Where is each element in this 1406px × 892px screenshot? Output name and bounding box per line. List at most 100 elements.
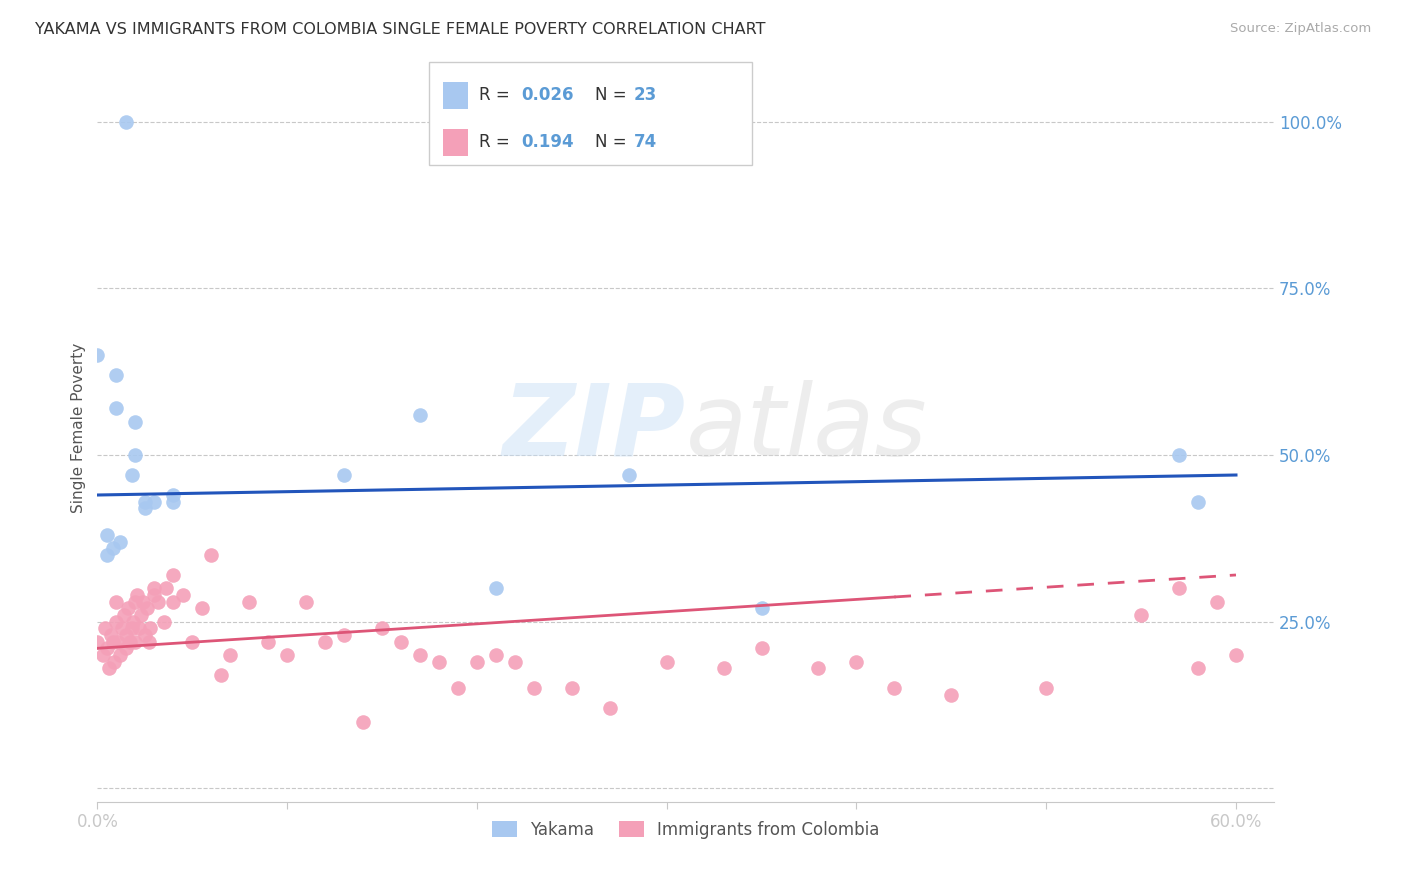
Point (1168, 582, 1191, 596)
Text: Source: ZipAtlas.com: Source: ZipAtlas.com (1230, 22, 1371, 36)
Text: 0.026: 0.026 (522, 87, 574, 104)
Point (181, 634, 204, 648)
Point (127, 588, 149, 602)
Point (257, 634, 280, 648)
Point (86, 634, 108, 648)
Point (112, 607, 135, 622)
Point (94, 621, 117, 635)
Point (1168, 448, 1191, 462)
Point (122, 615, 145, 629)
Text: ZIP: ZIP (502, 380, 686, 477)
Legend: Yakama, Immigrants from Colombia: Yakama, Immigrants from Colombia (485, 814, 886, 846)
Text: 23: 23 (634, 87, 658, 104)
Text: N =: N = (595, 87, 631, 104)
Point (599, 701, 621, 715)
Point (276, 648, 298, 662)
Point (807, 661, 830, 675)
Point (101, 541, 124, 556)
Point (124, 448, 146, 462)
Point (409, 648, 432, 662)
Text: 74: 74 (634, 134, 658, 152)
Point (134, 494, 156, 508)
Point (447, 681, 470, 696)
Point (143, 582, 166, 596)
Point (409, 408, 432, 422)
Point (105, 401, 128, 416)
Text: atlas: atlas (686, 380, 928, 477)
Point (314, 634, 336, 648)
Point (172, 588, 194, 602)
Text: N =: N = (595, 134, 631, 152)
Point (238, 594, 260, 608)
Point (143, 494, 166, 508)
Point (845, 655, 868, 669)
Point (465, 655, 488, 669)
Point (135, 601, 157, 615)
Point (105, 368, 128, 382)
Point (134, 501, 156, 516)
Point (138, 634, 160, 648)
Point (143, 588, 166, 602)
Point (105, 615, 128, 629)
Point (941, 688, 963, 702)
Point (114, 628, 136, 642)
Y-axis label: Single Female Poverty: Single Female Poverty (72, 343, 86, 514)
Point (1225, 648, 1247, 662)
Point (1206, 594, 1229, 608)
Point (617, 468, 640, 483)
Point (114, 641, 136, 656)
Point (124, 594, 146, 608)
Point (713, 661, 735, 675)
Point (105, 594, 128, 608)
Point (121, 468, 143, 483)
Point (100, 628, 122, 642)
Point (485, 648, 508, 662)
Point (96, 548, 118, 562)
Point (352, 714, 374, 729)
Text: R =: R = (479, 87, 516, 104)
Point (96, 641, 118, 656)
Point (162, 568, 184, 582)
Point (219, 648, 242, 662)
Point (1130, 607, 1153, 622)
Point (124, 634, 146, 648)
Point (111, 621, 134, 635)
Point (295, 594, 318, 608)
Point (883, 681, 905, 696)
Point (129, 607, 152, 622)
Point (1187, 494, 1209, 508)
Point (190, 601, 212, 615)
Point (118, 634, 141, 648)
Text: R =: R = (479, 134, 516, 152)
Point (86, 348, 108, 362)
Point (132, 594, 155, 608)
Point (503, 655, 526, 669)
Point (121, 621, 143, 635)
Point (146, 594, 169, 608)
Point (162, 488, 184, 502)
Point (751, 601, 773, 615)
Text: 0.194: 0.194 (522, 134, 574, 152)
Point (108, 534, 131, 549)
Point (209, 668, 232, 682)
Point (561, 681, 583, 696)
Point (108, 648, 131, 662)
Point (134, 628, 156, 642)
Point (1035, 681, 1057, 696)
Point (124, 415, 146, 429)
Point (333, 628, 356, 642)
Point (1187, 661, 1209, 675)
Point (155, 582, 177, 596)
Point (97, 661, 120, 675)
Point (200, 548, 222, 562)
Point (128, 621, 150, 635)
Point (655, 655, 678, 669)
Point (389, 634, 412, 648)
Point (91, 648, 114, 662)
Point (103, 655, 125, 669)
Point (162, 594, 184, 608)
Point (117, 601, 139, 615)
Point (485, 582, 508, 596)
Point (371, 621, 394, 635)
Point (427, 655, 450, 669)
